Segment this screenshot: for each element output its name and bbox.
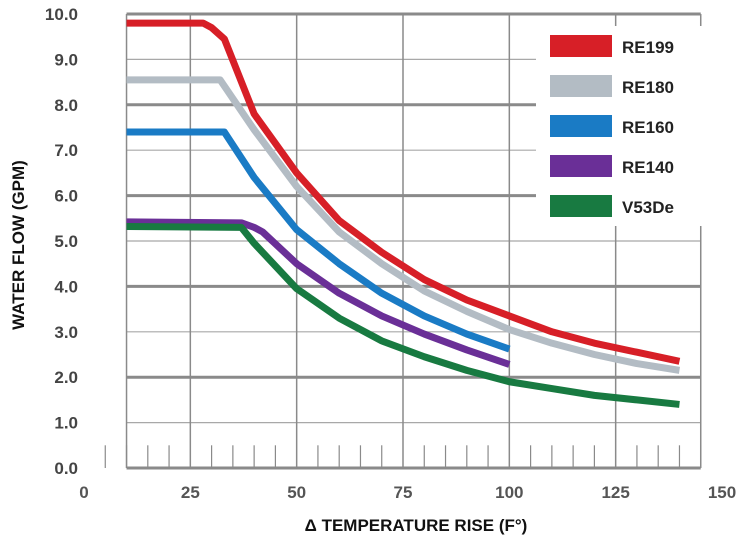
x-tick-label: 0 (79, 483, 88, 502)
y-tick-label: 2.0 (54, 368, 78, 387)
legend-label: RE140 (622, 158, 674, 177)
series-lines (126, 19, 681, 408)
y-tick-label: 1.0 (54, 414, 78, 433)
x-tick-label: 25 (181, 483, 200, 502)
y-tick-label: 3.0 (54, 323, 78, 342)
minor-ticks (104, 445, 702, 468)
series-line-re180 (126, 76, 681, 374)
series-line-v53de (126, 222, 680, 408)
x-tick-label: 150 (708, 483, 736, 502)
legend: RE199 RE180 RE160 RE140 V53De (536, 26, 710, 226)
series-line-re199 (126, 19, 681, 365)
x-tick-label: 125 (601, 483, 629, 502)
y-tick-label: 7.0 (54, 141, 78, 160)
legend-swatch (550, 155, 612, 177)
y-tick-label: 9.0 (54, 50, 78, 69)
legend-label: RE160 (622, 118, 674, 137)
legend-swatch (550, 75, 612, 97)
y-tick-label: 6.0 (54, 187, 78, 206)
y-tick-label: 0.0 (54, 459, 78, 478)
legend-label: RE180 (622, 78, 674, 97)
y-tick-label: 8.0 (54, 96, 78, 115)
series-line-re160 (126, 128, 511, 353)
series-line-re140 (126, 218, 511, 368)
legend-swatch (550, 195, 612, 217)
x-tick-label: 100 (495, 483, 523, 502)
y-tick-label: 5.0 (54, 232, 78, 251)
legend-label: V53De (622, 198, 674, 217)
legend-swatch (550, 35, 612, 57)
y-axis-title: WATER FLOW (GPM) (9, 160, 28, 330)
y-tick-label: 4.0 (54, 277, 78, 296)
y-tick-labels: 0.0 1.0 2.0 3.0 4.0 5.0 6.0 7.0 8.0 9.0 10.0 (45, 5, 78, 478)
legend-swatch (550, 115, 612, 137)
x-axis-title: Δ TEMPERATURE RISE (F°) (305, 516, 528, 535)
x-tick-labels: 0 25 50 75 100 125 150 (79, 483, 736, 502)
x-tick-label: 75 (394, 483, 413, 502)
legend-label: RE199 (622, 38, 674, 57)
x-tick-label: 50 (287, 483, 306, 502)
y-tick-label: 10.0 (45, 5, 78, 24)
